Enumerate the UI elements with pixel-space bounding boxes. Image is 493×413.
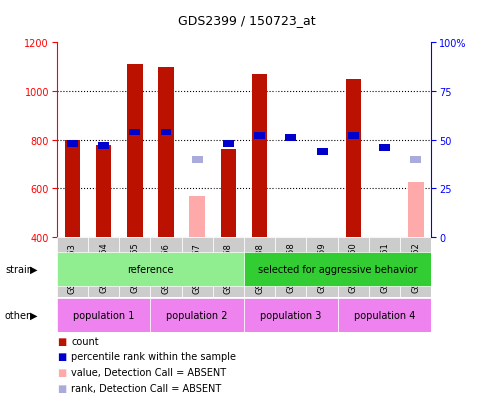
Text: GSM120865: GSM120865 — [130, 242, 139, 293]
Bar — [158, 68, 174, 237]
Bar — [127, 65, 142, 237]
Text: ■: ■ — [57, 367, 66, 377]
Bar — [88, 237, 119, 297]
Text: selected for aggressive behavior: selected for aggressive behavior — [258, 264, 418, 275]
Bar — [252, 75, 267, 237]
Text: GSM120860: GSM120860 — [349, 242, 358, 293]
Bar — [348, 133, 359, 140]
Text: percentile rank within the sample: percentile rank within the sample — [71, 351, 237, 361]
Bar — [192, 157, 203, 163]
Text: GSM120858: GSM120858 — [286, 242, 295, 293]
Bar — [150, 237, 181, 297]
Bar — [338, 298, 431, 332]
Bar — [244, 237, 275, 297]
Text: value, Detection Call = ABSENT: value, Detection Call = ABSENT — [71, 367, 227, 377]
Bar — [189, 196, 205, 237]
Text: GSM120859: GSM120859 — [317, 242, 326, 293]
Text: reference: reference — [127, 264, 174, 275]
Text: strain: strain — [5, 264, 33, 275]
Text: GSM120838: GSM120838 — [255, 242, 264, 293]
Bar — [98, 143, 109, 150]
Text: GSM120866: GSM120866 — [162, 242, 171, 293]
Bar — [223, 141, 234, 148]
Bar — [96, 145, 111, 237]
Text: population 4: population 4 — [354, 310, 415, 320]
Bar — [307, 237, 338, 297]
Text: GSM120863: GSM120863 — [68, 242, 77, 293]
Text: GSM120862: GSM120862 — [411, 242, 420, 293]
Bar — [67, 141, 78, 148]
Bar — [57, 253, 244, 286]
Text: other: other — [5, 310, 31, 320]
Bar — [338, 237, 369, 297]
Bar — [379, 145, 390, 152]
Bar — [400, 237, 431, 297]
Text: population 2: population 2 — [167, 310, 228, 320]
Bar — [285, 135, 296, 142]
Text: ■: ■ — [57, 351, 66, 361]
Text: count: count — [71, 336, 99, 346]
Text: GSM120861: GSM120861 — [380, 242, 389, 293]
Bar — [275, 237, 307, 297]
Bar — [119, 237, 150, 297]
Text: ■: ■ — [57, 336, 66, 346]
Bar — [57, 237, 88, 297]
Bar — [129, 129, 140, 136]
Bar — [213, 237, 244, 297]
Bar — [65, 140, 80, 237]
Text: population 1: population 1 — [73, 310, 134, 320]
Bar — [410, 157, 421, 163]
Bar — [161, 129, 172, 136]
Text: ▶: ▶ — [30, 310, 37, 320]
Text: GSM120867: GSM120867 — [193, 242, 202, 293]
Text: ■: ■ — [57, 383, 66, 393]
Bar — [254, 133, 265, 140]
Bar — [150, 298, 244, 332]
Text: population 3: population 3 — [260, 310, 321, 320]
Bar — [181, 237, 213, 297]
Bar — [252, 131, 267, 237]
Text: GSM120864: GSM120864 — [99, 242, 108, 293]
Bar — [221, 150, 236, 237]
Text: GDS2399 / 150723_at: GDS2399 / 150723_at — [177, 14, 316, 27]
Bar — [244, 253, 431, 286]
Text: GSM120868: GSM120868 — [224, 242, 233, 293]
Bar — [346, 80, 361, 237]
Bar — [408, 183, 423, 237]
Bar — [369, 237, 400, 297]
Bar — [244, 298, 338, 332]
Bar — [317, 149, 327, 155]
Text: ▶: ▶ — [30, 264, 37, 275]
Bar — [57, 298, 150, 332]
Text: rank, Detection Call = ABSENT: rank, Detection Call = ABSENT — [71, 383, 222, 393]
